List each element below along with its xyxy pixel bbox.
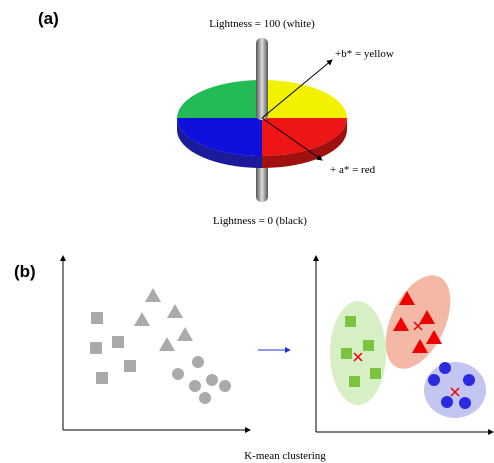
b-label: +b* = yellow	[335, 48, 394, 60]
blue-quadrant	[177, 118, 262, 156]
green-quadrant	[177, 80, 262, 118]
yellow-quadrant	[262, 80, 347, 118]
red-quadrant	[262, 118, 347, 156]
cluster-blue	[424, 362, 486, 418]
top-label: Lightness = 100 (white)	[209, 18, 315, 30]
panel-label: (b)	[14, 262, 36, 281]
cluster-green	[330, 301, 386, 405]
bottom-label: Lightness = 0 (black)	[213, 215, 307, 227]
caption: K-mean clustering	[244, 450, 326, 462]
cluster-red	[372, 265, 463, 378]
unclustered-points	[90, 288, 231, 404]
pole	[256, 38, 268, 120]
a-label: + a* = red	[330, 164, 376, 176]
figure: (a) Lightness = 100 (white) +b* = yellow…	[0, 0, 494, 463]
panel-label: (a)	[38, 9, 59, 28]
